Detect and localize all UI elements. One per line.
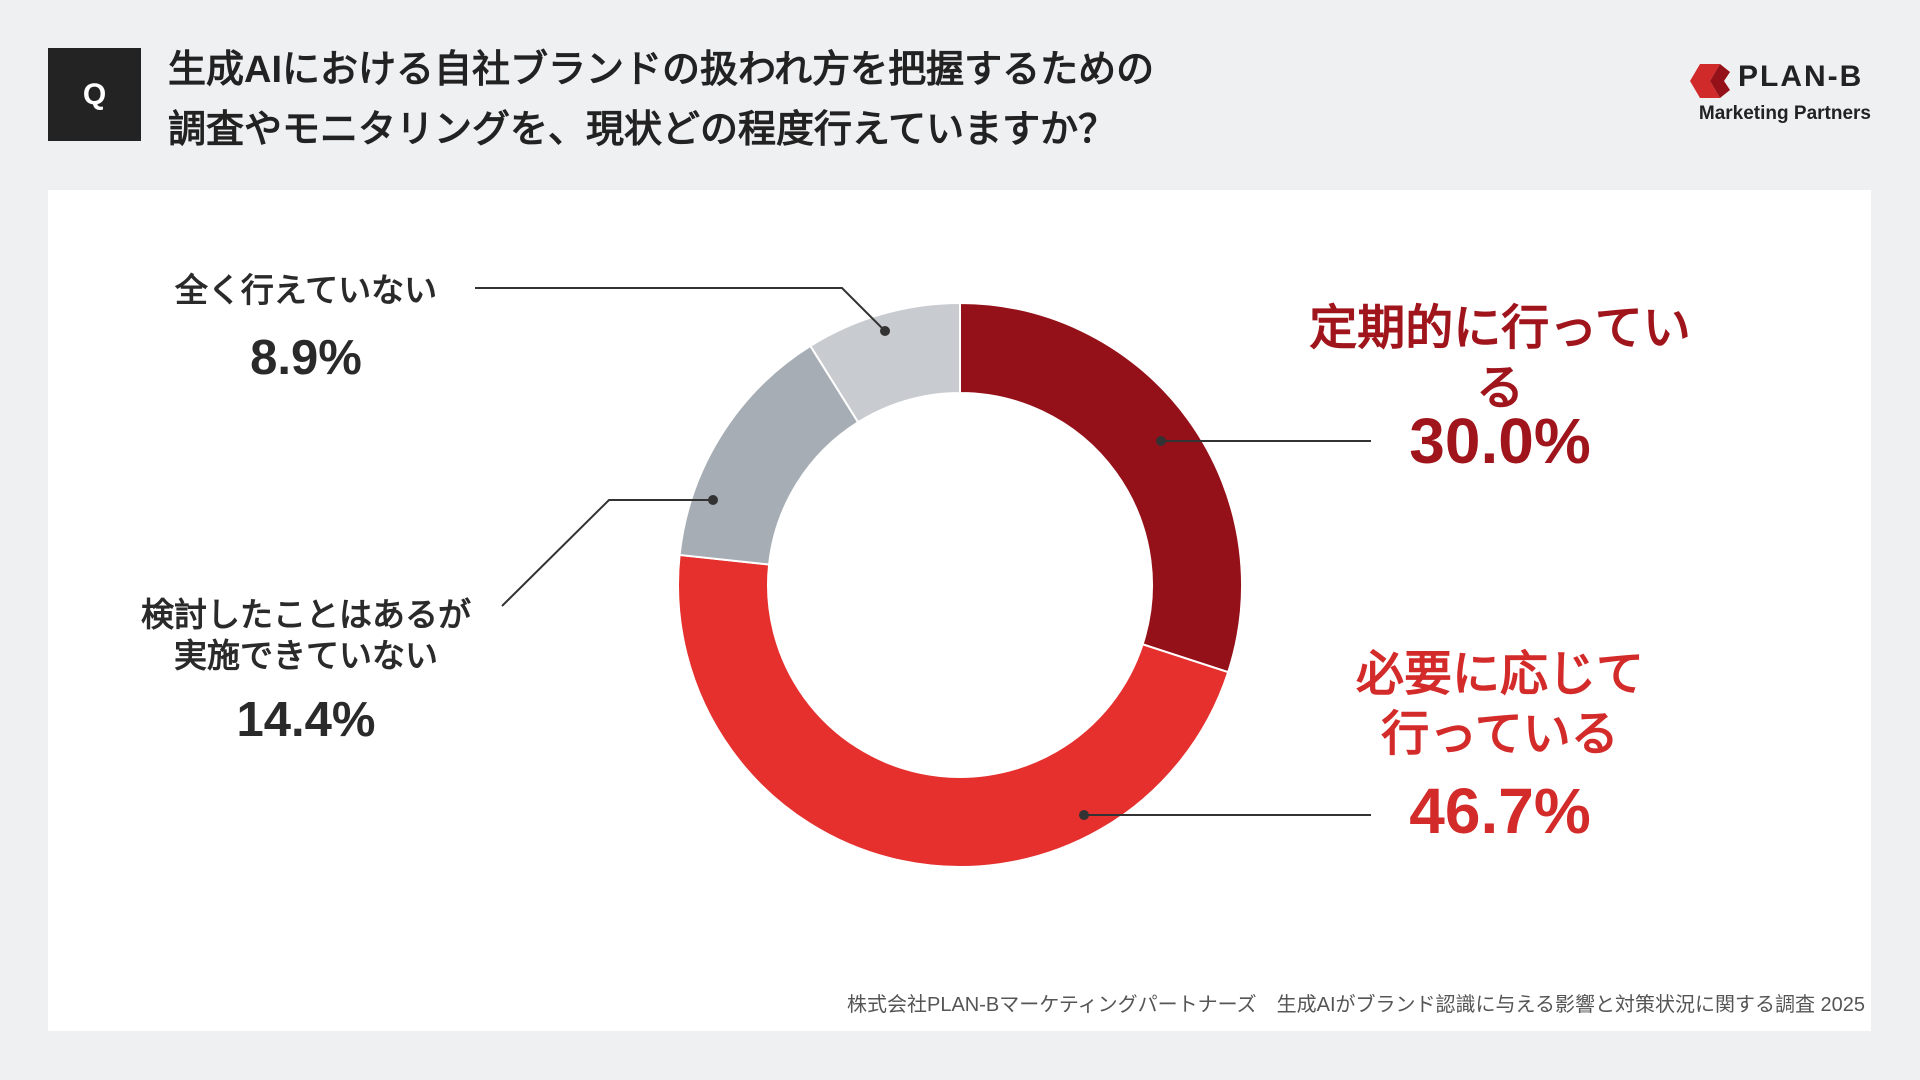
donut-slice [809, 301, 961, 424]
logo-mark [1690, 64, 1730, 98]
donut-slice [677, 553, 1230, 868]
question-badge: Q [48, 48, 141, 141]
leader-dot [1156, 436, 1166, 446]
chart-title: 生成AIにおける自社ブランドの扱われ方を把握するための 調査やモニタリングを、現… [168, 49, 1155, 151]
value-label: 30.0% [1409, 405, 1591, 477]
value-label: 14.4% [236, 693, 376, 747]
category-label: 定期的に行っている [1309, 302, 1691, 415]
category-label: 全く行えていない [174, 271, 438, 309]
donut-slice [959, 301, 1243, 674]
leader-dot [708, 495, 718, 505]
leader-line [475, 287, 886, 332]
logo-subtitle: Marketing Partners [1698, 103, 1871, 124]
category-label: 必要に応じて 行っている [1355, 648, 1645, 761]
value-label: 8.9% [250, 331, 362, 385]
source-note: 株式会社PLAN-Bマーケティングパートナーズ 生成AIがブランド認識に与える影… [847, 994, 1865, 1016]
leader-line [501, 499, 713, 607]
leader-dot [880, 326, 890, 336]
category-label: 検討したことはあるが 実施できていない [141, 595, 471, 674]
logo-name: PLAN-B [1738, 60, 1864, 93]
leader-dot [1079, 810, 1089, 820]
value-label: 46.7% [1409, 775, 1591, 847]
